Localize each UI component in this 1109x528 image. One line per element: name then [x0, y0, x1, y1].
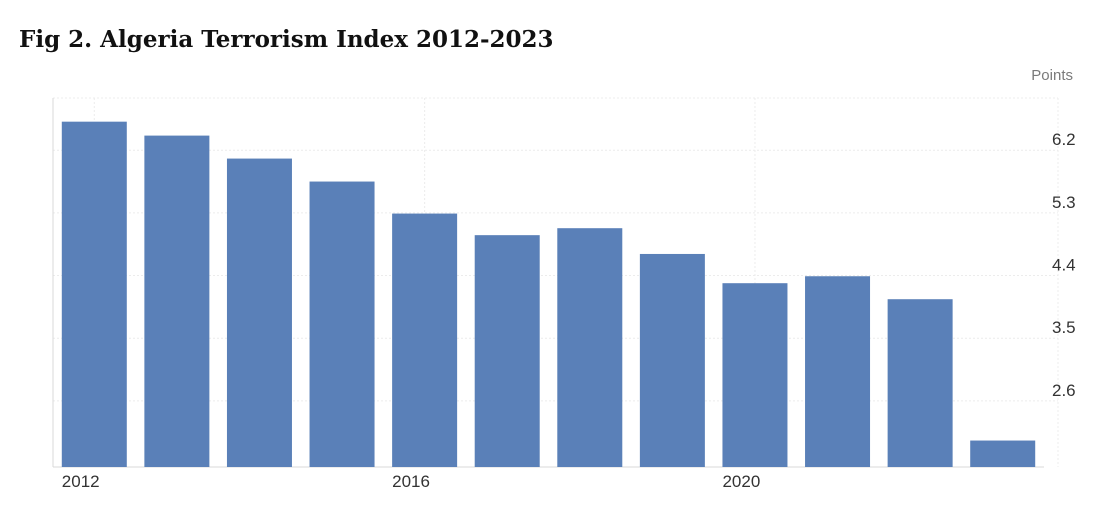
bar-2020	[722, 283, 788, 467]
bar-2014	[226, 158, 292, 467]
bar-2023	[970, 440, 1036, 467]
bars	[61, 121, 1036, 468]
bar-2017	[474, 235, 540, 467]
chart-title: Fig 2. Algeria Terrorism Index 2012-2023	[19, 26, 554, 53]
x-tick-label: 2012	[62, 472, 100, 491]
x-axis-ticks: 2012 2016 2020	[62, 472, 760, 491]
y-tick-label: 6.2	[1052, 130, 1076, 149]
y-tick-label: 5.3	[1052, 193, 1076, 212]
bar-2013	[144, 135, 210, 467]
unit-label: Points	[1031, 67, 1073, 84]
bar-2022	[887, 299, 953, 467]
y-tick-label: 4.4	[1052, 256, 1076, 275]
bar-2021	[805, 276, 871, 467]
bar-2012	[61, 121, 127, 468]
y-tick-label: 3.5	[1052, 318, 1076, 337]
x-tick-label: 2016	[392, 472, 430, 491]
bar-2019	[639, 253, 705, 467]
x-tick-label: 2020	[722, 472, 760, 491]
y-tick-label: 2.6	[1052, 381, 1076, 400]
bar-2018	[557, 228, 623, 467]
y-axis-ticks: 2.6 3.5 4.4 5.3 6.2	[1052, 130, 1076, 400]
bar-2016	[392, 213, 458, 467]
bar-2015	[309, 181, 375, 467]
